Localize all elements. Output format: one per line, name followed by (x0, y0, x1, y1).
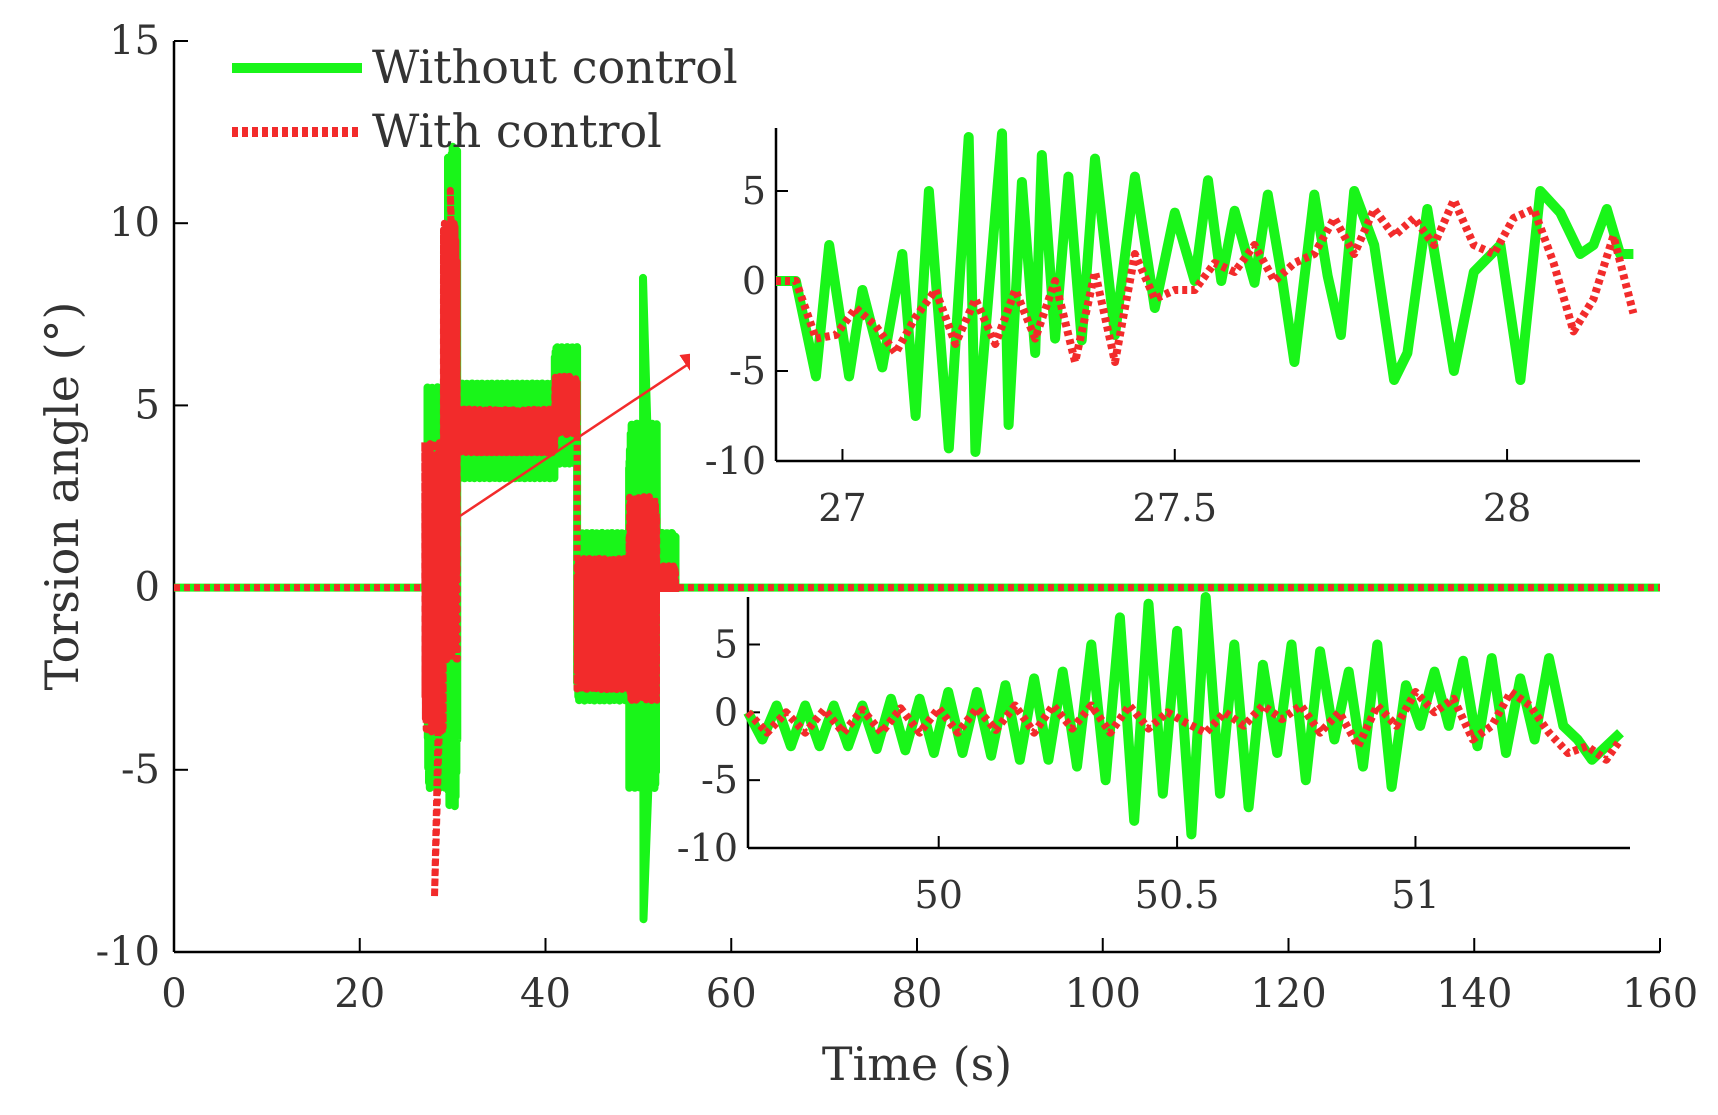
main-y-tick-label: 5 (135, 382, 160, 428)
main-y-tick-label: -5 (121, 747, 160, 793)
inset-top-y-tick-label: 5 (742, 169, 766, 213)
main-y-tick-label: 0 (135, 565, 160, 611)
inset-bottom-plot: 50 50.5 51 -10 -5 0 5 (660, 592, 1640, 937)
y-axis-title: Torsion angle (°) (35, 301, 89, 690)
inset-top-x-tick-label: 27 (818, 486, 866, 530)
inset-bottom-y-tick-label: 0 (714, 690, 738, 734)
inset-top-series-without-control (776, 128, 1634, 457)
main-y-tick-label: -10 (96, 929, 160, 975)
main-x-tick-label: 40 (520, 971, 571, 1017)
inset-top-y-tick-label: 0 (742, 259, 766, 303)
inset-bottom-x-tick-label: 50.5 (1135, 873, 1220, 917)
main-x-tick-label: 140 (1436, 971, 1512, 1017)
inset-top-series-with-control (776, 196, 1638, 366)
inset-top-y-tick-label: -10 (705, 439, 766, 483)
main-series-with-control (174, 186, 1660, 901)
main-x-tick-label: 160 (1622, 971, 1698, 1017)
main-y-tick-label: 10 (109, 200, 160, 246)
legend: Without control With control (232, 40, 738, 158)
inset-bottom-y-tick-label: -10 (677, 826, 738, 870)
main-x-tick-label: 80 (892, 971, 943, 1017)
main-x-tick-label: 100 (1065, 971, 1141, 1017)
main-y-tick-label: 15 (109, 18, 160, 64)
legend-label-without-control: Without control (372, 40, 738, 94)
main-x-tick-label: 120 (1250, 971, 1326, 1017)
x-axis-title: Time (s) (822, 1037, 1012, 1091)
inset-top-plot: 27 27.5 28 -10 -5 0 5 (690, 122, 1650, 582)
inset-bottom-y-tick-label: 5 (714, 622, 738, 666)
inset-bottom-x-tick-label: 51 (1391, 873, 1439, 917)
main-x-tick-label: 0 (161, 971, 186, 1017)
inset-top-x-tick-label: 28 (1483, 486, 1531, 530)
inset-bottom-series-with-control (745, 688, 1624, 764)
inset-top-y-tick-label: -5 (729, 349, 766, 393)
inset-top-x-tick-label: 27.5 (1132, 486, 1217, 530)
inset-bottom-y-tick-label: -5 (701, 758, 738, 802)
inset-bottom-x-tick-label: 50 (915, 873, 963, 917)
legend-label-with-control: With control (372, 104, 662, 158)
inset-bottom-series-without-control (743, 592, 1624, 840)
main-x-tick-label: 60 (706, 971, 757, 1017)
zoom-arrow-top (459, 351, 708, 518)
main-x-tick-label: 20 (334, 971, 385, 1017)
